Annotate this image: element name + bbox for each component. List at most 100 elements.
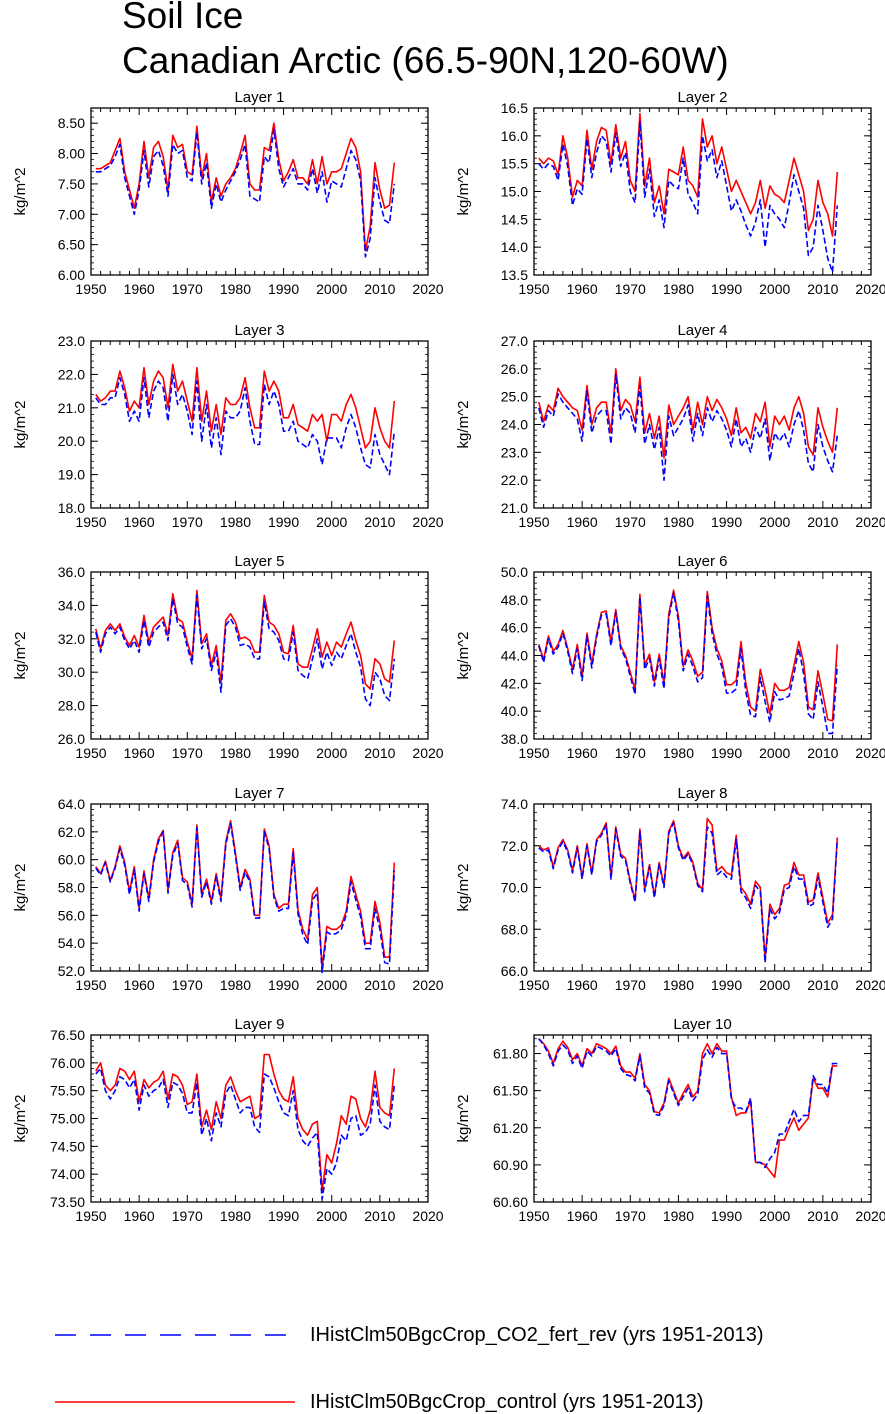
- x-tick-label: 1960: [124, 281, 155, 297]
- series-line-co2-fert: [95, 128, 396, 258]
- x-tick-label: 1970: [172, 281, 203, 297]
- y-axis-label: kg/m^2: [12, 632, 29, 680]
- y-axis-label: kg/m^2: [12, 864, 29, 912]
- y-tick-label: 60.0: [58, 852, 85, 868]
- x-tick-label: 2000: [316, 977, 347, 993]
- y-axis-label: kg/m^2: [12, 401, 29, 449]
- panel-title: Layer 2: [677, 89, 727, 106]
- x-tick-label: 1980: [663, 745, 694, 761]
- y-tick-label: 73.50: [50, 1194, 85, 1210]
- x-tick-label: 1960: [124, 1208, 155, 1224]
- x-tick-label: 2000: [316, 745, 347, 761]
- y-tick-label: 16.0: [501, 128, 528, 144]
- y-tick-label: 21.0: [501, 500, 528, 516]
- x-tick-label: 1970: [172, 514, 203, 530]
- series-line-control: [538, 367, 839, 459]
- y-tick-label: 22.0: [501, 472, 528, 488]
- panel-layer-10: Layer 10 kg/m^2 1950 1960 1970 1980 1990 2000 20…: [455, 1016, 885, 1224]
- y-axis-label: kg/m^2: [455, 864, 472, 912]
- x-tick-label: 2020: [412, 281, 443, 297]
- x-tick-label: 2000: [759, 1208, 790, 1224]
- series-line-co2-fert: [538, 373, 839, 482]
- y-tick-label: 15.5: [501, 156, 528, 172]
- series-line-control: [538, 112, 839, 237]
- plot-frame: [90, 1034, 429, 1203]
- y-tick-label: 7.00: [58, 206, 85, 222]
- y-tick-label: 20.0: [58, 433, 85, 449]
- chart-panels: Layer 1 kg/m^2 1950 1960 1970 1980 1990 2000 201…: [12, 89, 885, 1224]
- series-line-control: [95, 1053, 396, 1192]
- y-tick-label: 74.00: [50, 1166, 85, 1182]
- x-tick-label: 1960: [124, 514, 155, 530]
- chart-title: Soil Ice: [122, 0, 244, 36]
- x-tick-label: 2010: [807, 514, 838, 530]
- series-line-co2-fert: [95, 373, 396, 476]
- x-tick-label: 2020: [855, 281, 885, 297]
- series-line-co2-fert: [538, 592, 839, 735]
- y-tick-label: 21.0: [58, 400, 85, 416]
- x-tick-label: 1980: [220, 281, 251, 297]
- x-tick-label: 1950: [75, 281, 106, 297]
- x-tick-label: 1970: [172, 977, 203, 993]
- x-tick-label: 1970: [615, 281, 646, 297]
- y-tick-label: 62.0: [58, 824, 85, 840]
- panel-layer-7: Layer 7 kg/m^2 1950 1960 1970 1980 1990 2000 201…: [12, 785, 444, 993]
- x-tick-label: 1950: [75, 977, 106, 993]
- series-line-co2-fert: [95, 594, 396, 707]
- y-tick-label: 61.20: [493, 1120, 528, 1136]
- y-tick-label: 40.0: [501, 703, 528, 719]
- y-axis-label: kg/m^2: [455, 401, 472, 449]
- x-tick-label: 2020: [855, 514, 885, 530]
- y-tick-label: 66.0: [501, 963, 528, 979]
- x-tick-label: 2010: [807, 977, 838, 993]
- y-tick-label: 44.0: [501, 648, 528, 664]
- x-tick-label: 2020: [855, 745, 885, 761]
- x-tick-label: 1980: [220, 745, 251, 761]
- x-tick-label: 1970: [172, 745, 203, 761]
- x-tick-label: 1990: [268, 977, 299, 993]
- x-tick-label: 1960: [567, 281, 598, 297]
- y-tick-label: 28.0: [58, 698, 85, 714]
- x-tick-label: 2010: [364, 281, 395, 297]
- panel-layer-9: Layer 9 kg/m^2 1950 1960 1970 1980 1990 2000 201…: [12, 1016, 444, 1224]
- x-tick-label: 1980: [663, 514, 694, 530]
- panel-layer-5: Layer 5 kg/m^2 1950 1960 1970 1980 1990 2000 201…: [12, 553, 444, 761]
- x-tick-label: 1980: [663, 977, 694, 993]
- y-tick-label: 24.0: [501, 417, 528, 433]
- plot-frame: [90, 340, 429, 509]
- x-tick-label: 2020: [855, 977, 885, 993]
- x-tick-label: 2010: [364, 514, 395, 530]
- x-tick-label: 1990: [268, 514, 299, 530]
- legend-swatch-fert: [55, 1334, 295, 1336]
- panel-layer-2: Layer 2 kg/m^2 1950 1960 1970 1980 1990 2000 201…: [455, 89, 885, 297]
- chart-subtitle: Canadian Arctic (66.5-90N,120-60W): [122, 40, 729, 81]
- plot-frame: [533, 1034, 872, 1203]
- x-tick-label: 1970: [615, 745, 646, 761]
- y-tick-label: 22.0: [58, 366, 85, 382]
- y-tick-label: 58.0: [58, 880, 85, 896]
- y-axis-label: kg/m^2: [12, 1095, 29, 1143]
- x-tick-label: 2000: [759, 281, 790, 297]
- y-tick-label: 48.0: [501, 592, 528, 608]
- y-tick-label: 54.0: [58, 935, 85, 951]
- y-tick-label: 16.5: [501, 100, 528, 116]
- y-tick-label: 61.50: [493, 1083, 528, 1099]
- y-tick-label: 50.0: [501, 564, 528, 580]
- x-tick-label: 1960: [124, 745, 155, 761]
- x-tick-label: 2020: [855, 1208, 885, 1224]
- y-tick-label: 23.0: [501, 444, 528, 460]
- y-tick-label: 38.0: [501, 731, 528, 747]
- panel-title: Layer 10: [673, 1016, 731, 1033]
- series-line-co2-fert: [95, 1067, 396, 1200]
- x-tick-label: 2010: [364, 1208, 395, 1224]
- legend-swatch-control: [55, 1401, 295, 1403]
- x-tick-label: 2000: [759, 977, 790, 993]
- y-tick-label: 42.0: [501, 675, 528, 691]
- y-tick-label: 14.5: [501, 211, 528, 227]
- y-tick-label: 76.50: [50, 1027, 85, 1043]
- y-tick-label: 75.50: [50, 1083, 85, 1099]
- panel-layer-8: Layer 8 kg/m^2 1950 1960 1970 1980 1990 2000 201…: [455, 785, 885, 993]
- x-tick-label: 2000: [316, 281, 347, 297]
- y-tick-label: 26.0: [501, 361, 528, 377]
- x-tick-label: 2010: [364, 745, 395, 761]
